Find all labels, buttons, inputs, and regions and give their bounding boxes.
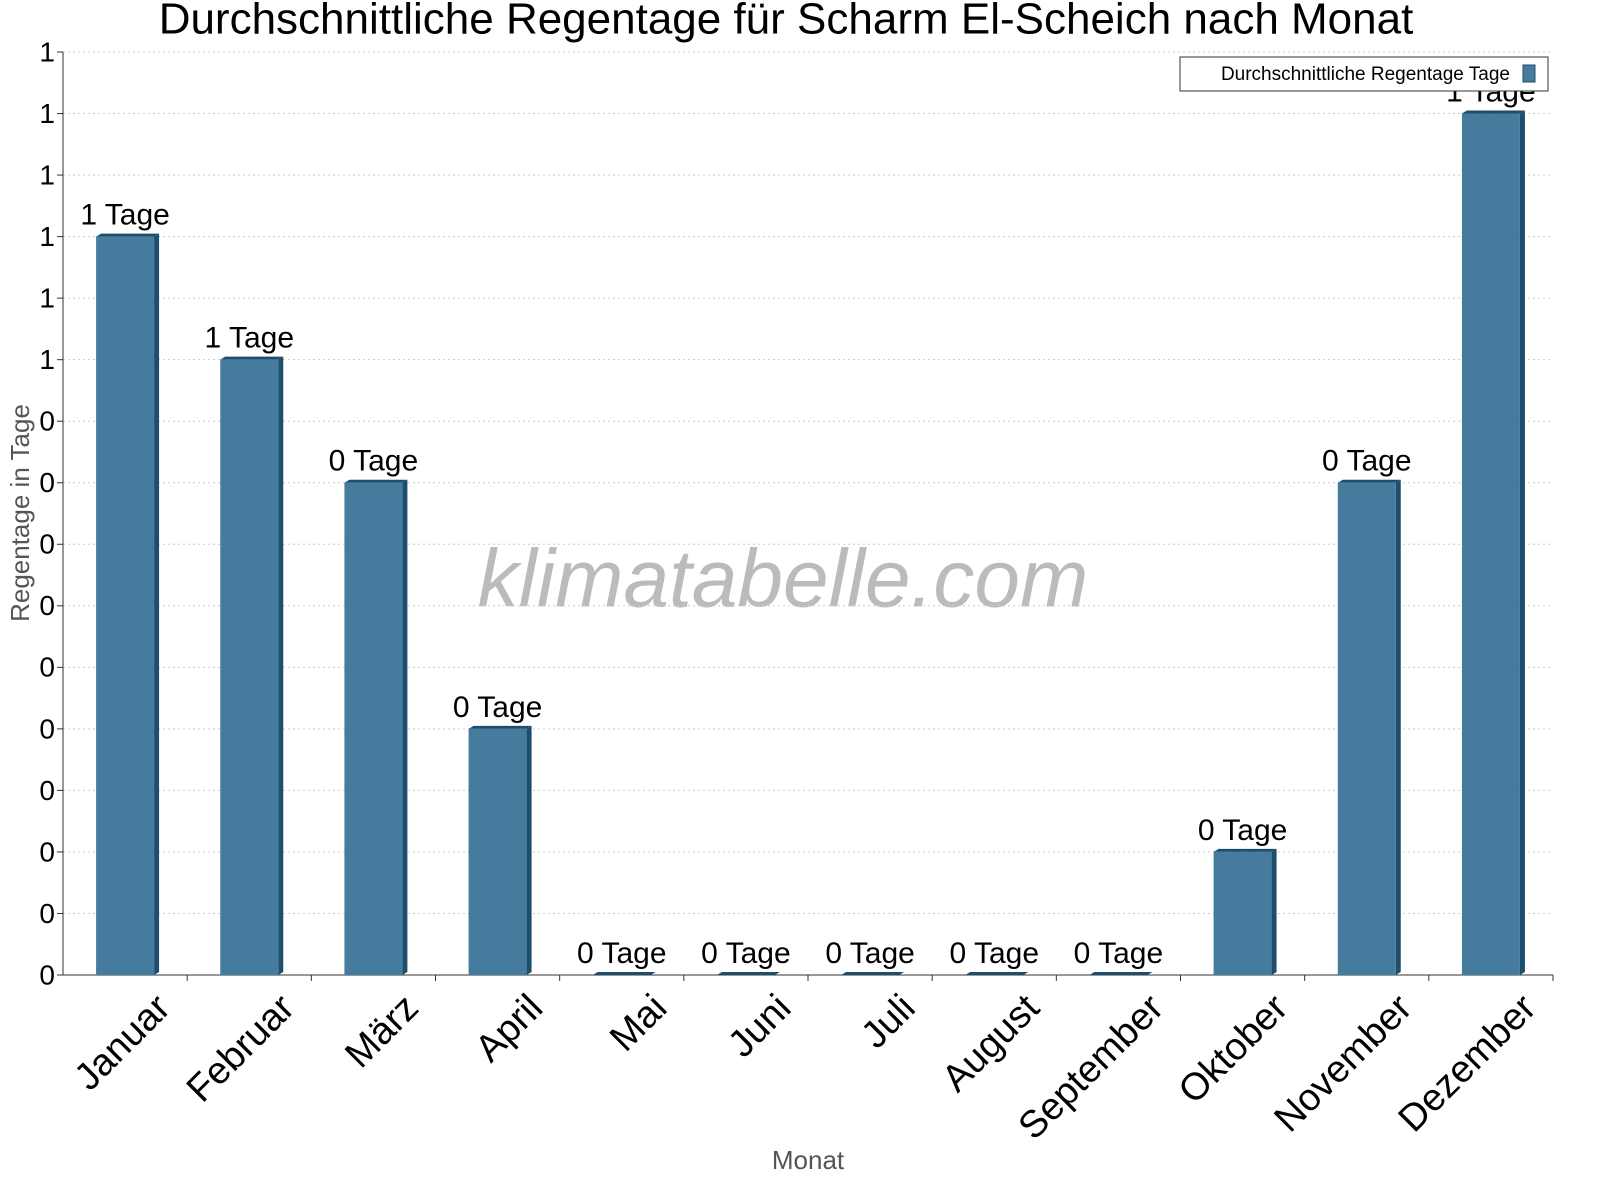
value-label: 0 Tage [949,937,1039,970]
bar [1461,113,1520,976]
bar [468,728,527,975]
value-label: 0 Tage [1322,445,1412,478]
x-tick-label: Oktober [1171,987,1297,1113]
bar [96,236,155,976]
y-tick-label: 0 [39,590,55,621]
x-tick-label: August [934,986,1048,1100]
bar-top [841,972,905,975]
y-tick-label: 0 [39,775,55,806]
bar-top [468,725,532,729]
x-tick-label: März [337,987,426,1076]
y-tick-label: 1 [39,98,55,129]
bar-side [278,356,284,976]
bar-top [1337,479,1401,483]
x-tick-label: April [468,987,551,1070]
value-label: 0 Tage [577,937,667,970]
x-tick-label: Juni [720,987,799,1066]
value-label: 1 Tage [80,199,170,232]
x-tick-label: Januar [67,987,179,1099]
bar-side [526,725,532,975]
y-axis-label: Regentage in Tage [5,404,35,622]
bar [344,482,403,975]
x-tick-label: Juli [854,987,924,1057]
y-tick-label: 1 [39,344,55,375]
bar [1213,851,1272,975]
y-tick-label: 1 [39,221,55,252]
watermark: klimatabelle.com [478,534,1089,625]
legend-swatch [1522,64,1536,83]
y-tick-label: 0 [39,713,55,744]
bar-top [344,479,408,483]
value-label: 0 Tage [701,937,791,970]
chart-title: Durchschnittliche Regentage für Scharm E… [159,0,1414,44]
value-label: 0 Tage [1198,814,1288,847]
bar-top [96,233,160,237]
legend: Durchschnittliche Regentage Tage [1179,56,1549,92]
bar-top [220,356,284,360]
y-tick-label: 1 [39,283,55,314]
x-tick-label: Mai [602,987,675,1060]
y-tick-label: 0 [39,652,55,683]
bar-side [1395,479,1401,975]
y-tick-label: 1 [39,36,55,67]
y-tick-label: 0 [39,836,55,867]
bar [1337,482,1396,975]
y-tick-label: 0 [39,406,55,437]
bar-side [154,233,160,976]
bar-top [965,972,1029,975]
value-label: 0 Tage [453,691,543,724]
bar-top [1461,110,1525,114]
bar-top [716,972,780,975]
bar-top [1213,848,1277,852]
legend-box [1179,56,1549,92]
bar-side [1519,110,1525,976]
y-tick-label: 0 [39,529,55,560]
bar [220,359,279,976]
bar-top [592,972,656,975]
value-label: 1 Tage [204,322,294,355]
x-tick-label: Dezember [1391,987,1545,1141]
bar-side [1271,848,1277,975]
value-label: 0 Tage [329,445,419,478]
value-label: 0 Tage [825,937,915,970]
y-tick-label: 0 [39,898,55,929]
legend-label: Durchschnittliche Regentage Tage [1221,64,1510,85]
y-tick-label: 0 [39,467,55,498]
y-tick-label: 1 [39,159,55,190]
bar-top [1089,972,1153,975]
y-tick-label: 0 [39,959,55,990]
value-label: 0 Tage [1074,937,1164,970]
bar-side [402,479,408,975]
x-tick-label: Februar [179,987,303,1111]
x-axis-label: Monat [772,1145,845,1175]
